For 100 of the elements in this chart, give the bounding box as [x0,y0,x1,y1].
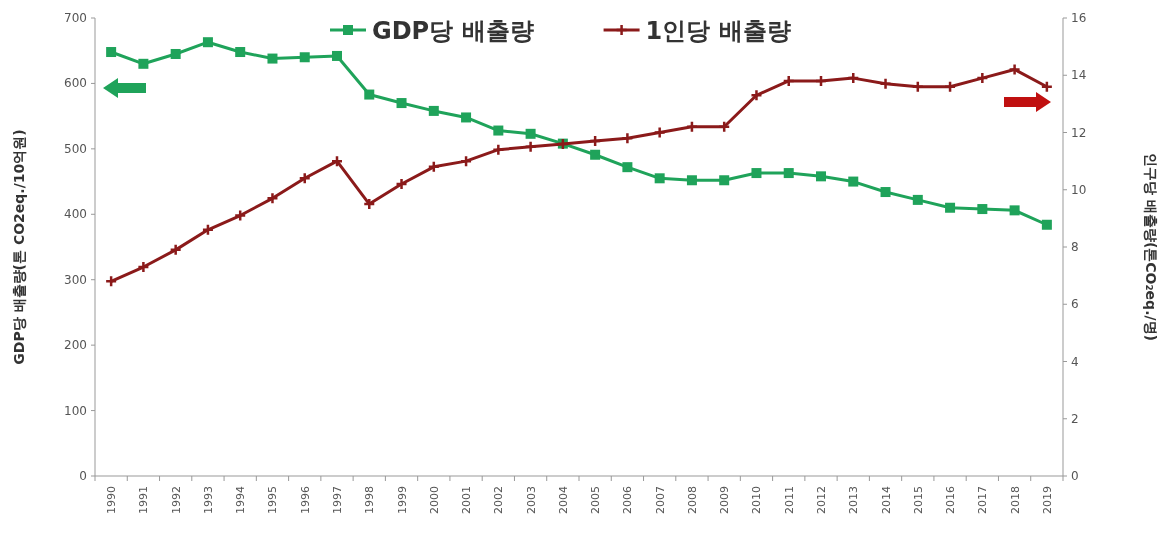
point [621,131,634,145]
point [1041,219,1052,230]
point [364,89,375,100]
point [654,173,665,184]
point [911,80,925,93]
x-tick-label: 2017 [976,486,990,514]
point [461,112,472,123]
point [977,204,988,215]
x-tick-label: 2019 [1040,486,1054,514]
x-tick-label: 2014 [879,486,893,514]
point [847,71,860,85]
point [266,192,279,205]
point [267,53,278,64]
point [201,223,215,237]
point [814,74,828,88]
point [525,128,536,139]
x-tick-label: 2016 [944,486,958,514]
y2-tick-label: 6 [1071,297,1079,312]
x-tick-label: 1990 [105,486,119,514]
x-tick-label: 2007 [653,486,667,514]
x-tick-label: 2010 [750,486,764,514]
point [943,80,957,93]
point [459,154,473,168]
x-tick-label: 1991 [137,486,151,514]
point [396,98,407,109]
point [686,175,697,186]
point [1008,63,1021,76]
point [106,47,117,58]
y-axis-title: GDP당 배출량(톤 CO2eq./10억원) [11,129,27,365]
point [395,177,408,191]
point [202,37,213,48]
point [138,58,149,69]
x-tick-label: 2009 [718,486,732,514]
y2-tick-label: 0 [1071,469,1079,483]
x-tick-label: 1994 [234,486,248,514]
x-tick-label: 2006 [621,486,635,514]
x-tick-label: 2000 [427,486,441,514]
y2-tick-label: 10 [1071,182,1087,197]
x-tick-label: 1998 [363,486,377,514]
point [816,171,826,182]
point [588,134,602,148]
x-tick-label: 1993 [201,486,215,514]
point [1040,80,1054,93]
point [848,176,859,187]
point [524,140,537,154]
point [330,154,344,168]
y2-tick-label: 8 [1071,240,1079,254]
y-tick-label: 400 [64,207,87,222]
y-tick-label: 100 [64,403,87,418]
y2-axis-title: 인구당 배출량(톤CO₂eq./명) [1143,153,1159,341]
point [104,275,118,288]
point [427,160,441,174]
x-tick-label: 2015 [911,486,925,514]
x-tick-label: 2011 [782,486,796,514]
point [299,52,310,63]
point [622,162,633,173]
point [363,197,376,211]
point [750,89,763,102]
point [332,50,342,61]
point [653,126,666,139]
point [880,187,891,198]
point [751,168,762,179]
x-tick-label: 1996 [298,486,312,514]
point [719,175,730,186]
point [298,172,311,185]
point [493,125,504,136]
point [428,105,439,116]
point [783,168,794,179]
point [945,202,956,213]
y-tick-label: 0 [79,469,87,483]
point [590,149,601,160]
point [492,143,505,156]
x-tick-label: 2001 [460,486,474,514]
point [235,47,246,58]
y2-tick-label: 4 [1071,354,1079,369]
legend-label: 1인당 배출량 [645,17,791,45]
point [976,71,989,85]
y-tick-label: 700 [64,11,87,25]
y-tick-label: 600 [64,76,87,91]
x-tick-label: 2003 [524,486,538,514]
x-tick-label: 2008 [685,486,699,514]
x-tick-label: 2002 [492,486,506,514]
y-tick-label: 300 [64,272,87,287]
y2-tick-label: 12 [1071,125,1087,140]
x-tick-label: 2012 [815,486,828,514]
y2-tick-label: 2 [1071,411,1079,426]
x-tick-label: 1995 [266,486,280,514]
point [912,194,923,205]
y-tick-label: 500 [64,141,87,156]
x-tick-label: 2018 [1008,486,1022,514]
point [717,120,731,134]
y-tick-label: 200 [64,338,87,353]
x-tick-label: 1999 [395,486,409,514]
point [169,243,182,257]
point [782,74,795,88]
point [137,260,150,274]
y2-tick-label: 14 [1071,68,1087,83]
x-tick-label: 2004 [556,486,570,514]
x-tick-label: 2005 [589,486,603,514]
point [233,209,247,222]
